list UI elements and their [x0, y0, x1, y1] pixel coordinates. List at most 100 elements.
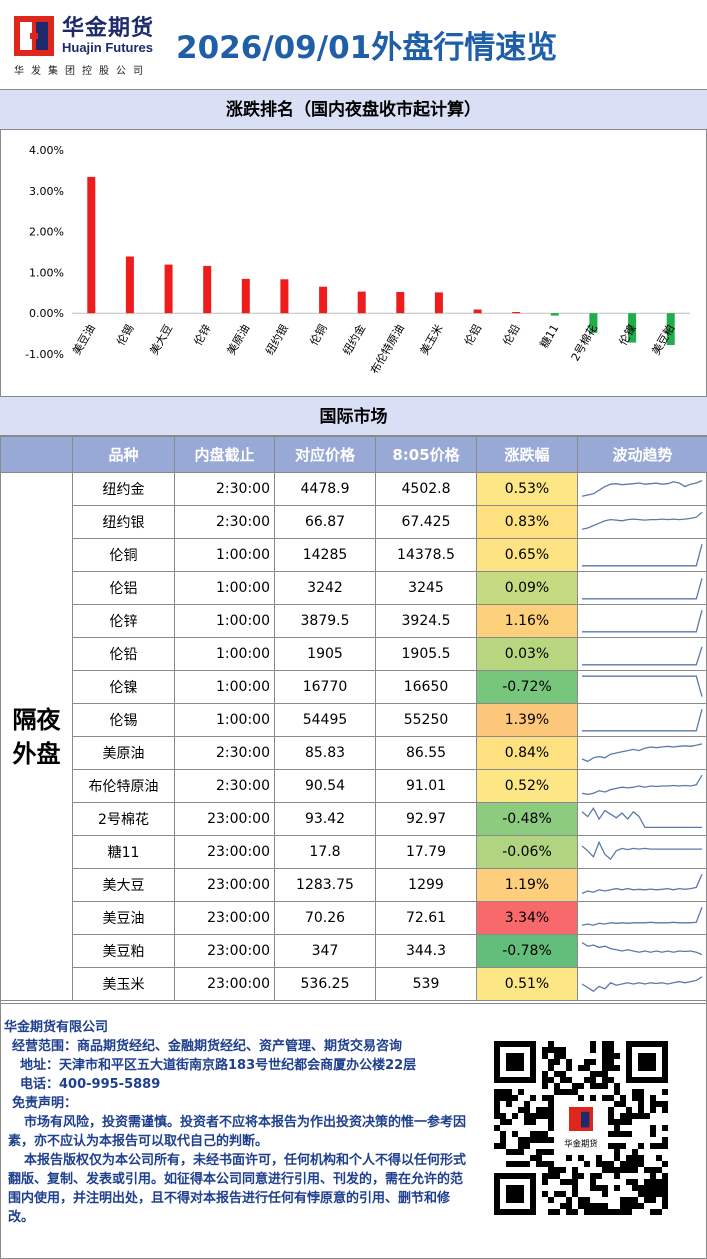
cell-trend: [577, 703, 707, 737]
sparkline: [581, 976, 703, 993]
sparkline: [581, 774, 703, 796]
cell-change: -0.78%: [476, 934, 578, 968]
header-variety: 品种: [72, 436, 175, 473]
bar-美豆粕: [666, 313, 675, 345]
header-price-805: 8:05价格: [375, 436, 477, 473]
table-row: 美玉米 23:00:00 536.25 539 0.51%: [1, 967, 707, 1001]
header-group-cell: [0, 436, 73, 473]
sparkline: [581, 480, 703, 497]
cell-cutoff: 23:00:00: [174, 934, 275, 968]
cell-change: 0.53%: [476, 472, 578, 506]
logo-chinese-name: 华金期货: [62, 16, 155, 41]
cell-variety: 美豆粕: [72, 934, 175, 968]
logo-subtitle: 华发集团控股公司: [14, 66, 150, 77]
cell-price-805: 4502.8: [375, 472, 477, 506]
table-row: 美豆油 23:00:00 70.26 72.61 3.34%: [1, 901, 707, 935]
cell-price-805: 344.3: [375, 934, 477, 968]
bar-美玉米: [434, 292, 443, 314]
cell-ref-price: 3242: [274, 571, 376, 605]
y-tick-label: 3.00%: [29, 185, 64, 198]
cell-price-805: 3924.5: [375, 604, 477, 638]
sparkline-path: [581, 480, 703, 497]
cell-change: 0.65%: [476, 538, 578, 572]
market-table: 品种 内盘截止 对应价格 8:05价格 涨跌幅 波动趋势 隔夜 外盘 纽约金 2:30…: [0, 436, 707, 1001]
cell-variety: 伦锡: [72, 703, 175, 737]
table-row: 布伦特原油 2:30:00 90.54 91.01 0.52%: [1, 769, 707, 803]
table-row: 糖11 23:00:00 17.8 17.79 -0.06%: [1, 835, 707, 869]
sparkline-path: [581, 511, 703, 530]
group-label-line2: 外盘: [12, 739, 61, 768]
group-label: 隔夜 外盘: [0, 472, 73, 1001]
ranking-section-title: 涨跌排名（国内夜盘收市起计算）: [0, 90, 707, 130]
cell-variety: 美原油: [72, 736, 175, 770]
cell-price-805: 86.55: [375, 736, 477, 770]
cell-ref-price: 90.54: [274, 769, 376, 803]
cell-ref-price: 536.25: [274, 967, 376, 1001]
cell-ref-price: 1283.75: [274, 868, 376, 902]
table-row: 伦铜 1:00:00 14285 14378.5 0.65%: [1, 538, 707, 572]
bar-纽约金: [357, 291, 366, 314]
cell-trend: [577, 868, 707, 902]
cell-change: 0.09%: [476, 571, 578, 605]
qr-logo-text: 华金期货: [564, 1139, 598, 1149]
cell-trend: [577, 802, 707, 836]
y-tick-label: 1.00%: [29, 266, 64, 279]
cell-variety: 美大豆: [72, 868, 175, 902]
footer-info: 华金期货有限公司 经营范围：商品期货经纪、金融期货经纪、资产管理、期货交易咨询 …: [4, 1018, 474, 1227]
bar-布伦特原油: [396, 292, 405, 314]
bar-美大豆: [164, 264, 173, 314]
cell-variety: 伦铝: [72, 571, 175, 605]
footer-disclaimer-p2: 本报告版权仅为本公司所有，未经书面许可，任何机构和个人不得以任何形式翻版、复制、…: [8, 1153, 467, 1225]
footer-disclaimer-p1: 市场有风险，投资需谨慎。投资者不应将本报告为作出投资决策的惟一参考因素，亦不应认…: [8, 1115, 467, 1149]
cell-trend: [577, 670, 707, 704]
x-category-label: 2号棉花: [568, 322, 600, 364]
cell-price-805: 16650: [375, 670, 477, 704]
cell-change: 0.52%: [476, 769, 578, 803]
cell-ref-price: 3879.5: [274, 604, 376, 638]
cell-trend: [577, 472, 707, 506]
bar-美原油: [241, 278, 250, 314]
header: 华金期货 Huajin Futures 华发集团控股公司 2026/09/01外…: [0, 0, 707, 90]
cell-cutoff: 23:00:00: [174, 901, 275, 935]
cell-price-805: 67.425: [375, 505, 477, 539]
sparkline-path: [581, 743, 703, 763]
cell-cutoff: 23:00:00: [174, 868, 275, 902]
cell-cutoff: 1:00:00: [174, 670, 275, 704]
cell-price-805: 539: [375, 967, 477, 1001]
cell-trend: [577, 538, 707, 572]
cell-cutoff: 23:00:00: [174, 802, 275, 836]
cell-price-805: 17.79: [375, 835, 477, 869]
header-change: 涨跌幅: [476, 436, 578, 473]
cell-variety: 纽约银: [72, 505, 175, 539]
cell-variety: 伦铅: [72, 637, 175, 671]
x-category-label: 伦铅: [500, 322, 523, 348]
bar-伦锌: [203, 265, 212, 314]
footer-disclaimer-title: 免责声明：: [12, 1096, 78, 1111]
cell-trend: [577, 934, 707, 968]
cell-price-805: 1905.5: [375, 637, 477, 671]
table-row: 2号棉花 23:00:00 93.42 92.97 -0.48%: [1, 802, 707, 836]
sparkline-path: [582, 709, 703, 732]
cell-trend: [577, 637, 707, 671]
x-category-label: 布伦特原油: [367, 322, 407, 377]
cell-price-805: 1299: [375, 868, 477, 902]
cell-cutoff: 2:30:00: [174, 769, 275, 803]
cell-trend: [577, 736, 707, 770]
cell-trend: [577, 835, 707, 869]
cell-variety: 2号棉花: [72, 802, 175, 836]
bar-2号棉花: [589, 313, 598, 333]
cell-cutoff: 1:00:00: [174, 703, 275, 737]
cell-variety: 美豆油: [72, 901, 175, 935]
y-tick-label: 2.00%: [29, 226, 64, 239]
sparkline: [581, 806, 702, 829]
cell-trend: [577, 505, 707, 539]
cell-trend: [577, 967, 707, 1001]
cell-change: 1.39%: [476, 703, 578, 737]
bar-伦锡: [125, 256, 134, 314]
cell-ref-price: 66.87: [274, 505, 376, 539]
x-category-label: 纽约银: [262, 322, 291, 358]
cell-ref-price: 70.26: [274, 901, 376, 935]
footer-address: 地址：天津市和平区五大道街南京路183号世纪都会商厦办公楼22层: [20, 1058, 417, 1073]
cell-cutoff: 1:00:00: [174, 538, 275, 572]
cell-trend: [577, 769, 707, 803]
